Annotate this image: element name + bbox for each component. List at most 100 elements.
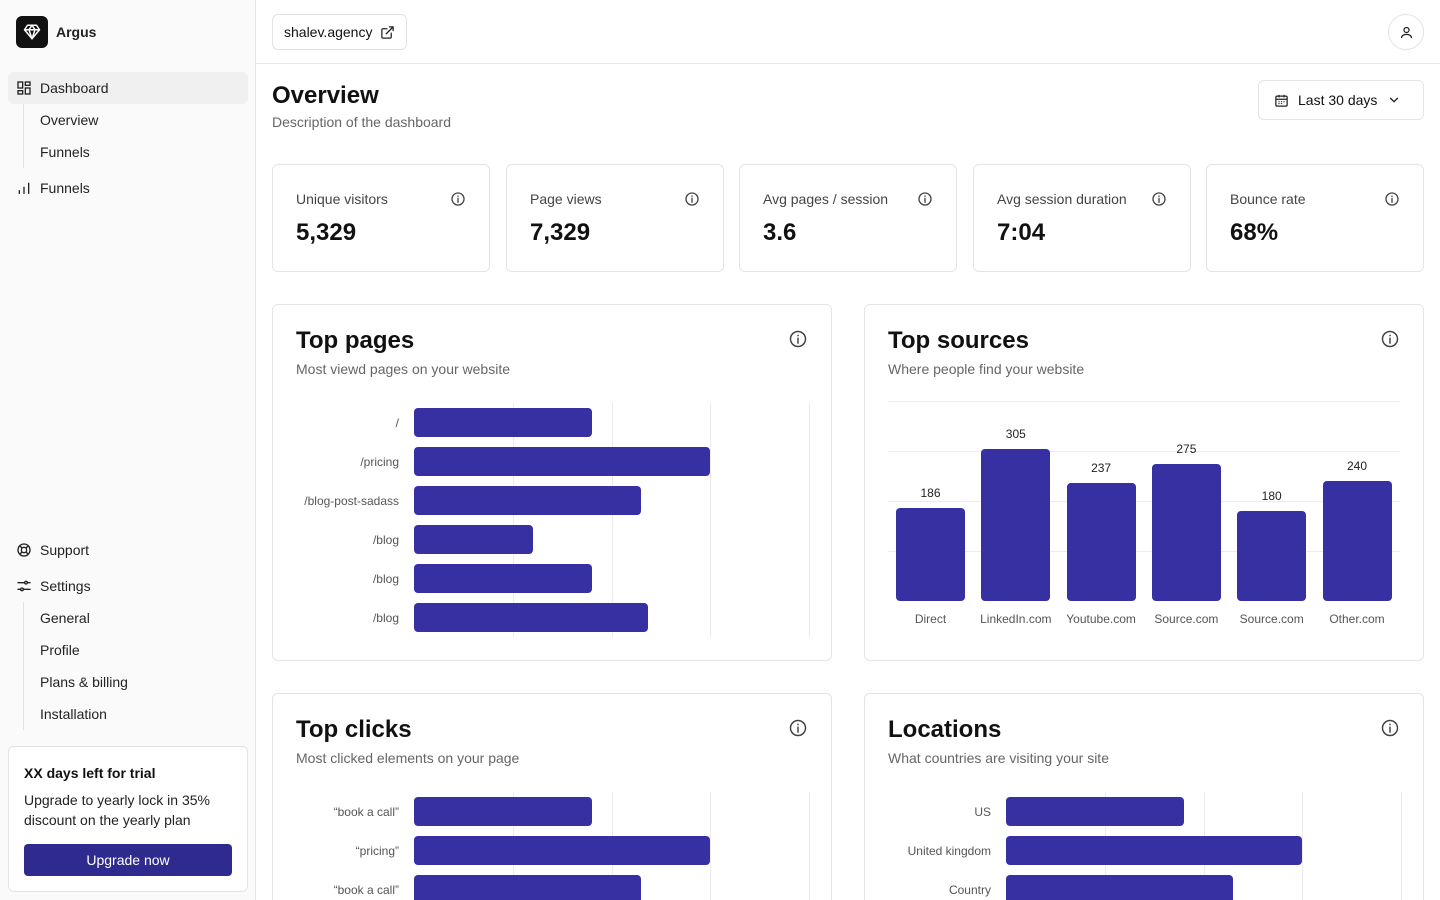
user-icon <box>1399 25 1414 40</box>
site-link-button[interactable]: shalev.agency <box>272 14 408 50</box>
bar[interactable] <box>1006 836 1303 865</box>
bar[interactable] <box>1322 481 1392 601</box>
bar[interactable] <box>1006 875 1234 900</box>
stat-value: 7:04 <box>997 219 1046 246</box>
bar[interactable] <box>414 875 642 900</box>
category-label: Source.com <box>1239 612 1304 626</box>
site-name: shalev.agency <box>284 24 373 40</box>
card-subtitle: Most viewd pages on your website <box>296 361 510 377</box>
info-icon[interactable] <box>1151 191 1167 207</box>
sidebar-subitem-overview[interactable]: Overview <box>40 112 99 128</box>
stat-card-unique-visitors: Unique visitors 5,329 <box>272 164 490 272</box>
life-buoy-icon <box>16 542 32 558</box>
bar[interactable] <box>896 508 965 601</box>
page-description: Description of the dashboard <box>272 114 451 130</box>
gridline <box>888 401 1400 402</box>
date-range-select[interactable]: Last 30 days <box>1258 80 1424 120</box>
stat-value: 7,329 <box>530 219 591 246</box>
info-icon[interactable] <box>1380 329 1400 349</box>
bar-label: /blog <box>372 572 399 586</box>
stat-card-avg-session-duration: Avg session duration 7:04 <box>973 164 1191 272</box>
bar[interactable] <box>414 836 711 865</box>
trial-card: XX days left for trial Upgrade to yearly… <box>8 746 248 892</box>
bar-plot-area <box>1006 792 1402 900</box>
bar[interactable] <box>1066 482 1136 601</box>
sidebar-item-settings[interactable]: Settings <box>8 570 248 602</box>
topbar: shalev.agency <box>256 0 1440 64</box>
bar-label: / <box>395 416 399 430</box>
info-icon[interactable] <box>450 191 466 207</box>
category-label: Source.com <box>1154 612 1219 626</box>
trial-title: XX days left for trial <box>24 765 156 781</box>
stat-value: 5,329 <box>296 219 357 246</box>
bar[interactable] <box>981 448 1051 601</box>
bar-label: /blog <box>372 611 399 625</box>
brand[interactable]: Argus <box>16 16 96 48</box>
bar-label: “book a call” <box>333 805 399 819</box>
bar-label: United kingdom <box>907 844 991 858</box>
bar[interactable] <box>414 797 592 826</box>
chevron-down-icon <box>1387 93 1401 107</box>
bar-label: /pricing <box>360 455 399 469</box>
info-icon[interactable] <box>917 191 933 207</box>
user-menu-button[interactable] <box>1388 14 1424 50</box>
settings-submenu: General Profile Plans & billing Installa… <box>23 602 128 730</box>
sidebar-item-label: Dashboard <box>40 80 109 96</box>
brand-name: Argus <box>56 24 97 40</box>
gridline <box>1401 792 1402 900</box>
card-subtitle: What countries are visiting your site <box>888 750 1109 766</box>
card-title: Top clicks <box>296 716 412 743</box>
sidebar-item-funnels[interactable]: Funnels <box>8 172 248 204</box>
sidebar-subitem-plans-billing[interactable]: Plans & billing <box>40 674 128 690</box>
info-icon[interactable] <box>1384 191 1400 207</box>
info-icon[interactable] <box>684 191 700 207</box>
bar-label: US <box>974 805 991 819</box>
bar-label: “pricing” <box>355 844 399 858</box>
bar[interactable] <box>414 564 592 593</box>
sidebar-item-dashboard[interactable]: Dashboard <box>8 72 248 104</box>
card-title: Top sources <box>888 327 1029 354</box>
locations-card: Locations What countries are visiting yo… <box>864 693 1424 900</box>
top-clicks-card: Top clicks Most clicked elements on your… <box>272 693 832 900</box>
stat-label: Avg session duration <box>997 191 1127 207</box>
sidebar-subitem-general[interactable]: General <box>40 610 90 626</box>
info-icon[interactable] <box>1380 718 1400 738</box>
bar[interactable] <box>414 603 649 632</box>
gridline <box>888 451 1400 452</box>
card-subtitle: Most clicked elements on your page <box>296 750 520 766</box>
bar[interactable] <box>1237 511 1307 601</box>
gridline <box>888 501 1400 502</box>
stat-label: Page views <box>530 191 602 207</box>
bar-plot-area <box>414 792 810 900</box>
bar[interactable] <box>414 408 592 437</box>
sidebar: Argus Dashboard Overview Funnels Funnels… <box>0 0 256 900</box>
bar-value-label: 240 <box>1346 459 1368 473</box>
trial-text: Upgrade to yearly lock in 35% discount o… <box>24 792 210 828</box>
upgrade-now-button[interactable]: Upgrade now <box>24 844 232 876</box>
bar[interactable] <box>414 447 711 476</box>
sidebar-subitem-installation[interactable]: Installation <box>40 706 107 722</box>
bar[interactable] <box>1006 797 1184 826</box>
stat-value: 3.6 <box>763 219 797 246</box>
external-link-icon <box>380 25 395 40</box>
bar-value-label: 305 <box>1005 426 1026 441</box>
sidebar-item-support[interactable]: Support <box>8 534 248 566</box>
sidebar-subitem-funnels[interactable]: Funnels <box>40 144 90 160</box>
sidebar-item-label: Settings <box>40 578 91 594</box>
bar[interactable] <box>414 525 533 554</box>
bar-value-label: 237 <box>1091 460 1112 475</box>
card-title: Top pages <box>296 327 415 354</box>
info-icon[interactable] <box>788 329 808 349</box>
dashboard-submenu: Overview Funnels <box>23 104 98 168</box>
gridline <box>809 403 810 637</box>
top-sources-chart: 186 Direct 305 LinkedIn.com 237 Youtube.com 27… <box>888 401 1400 637</box>
bar-chart-icon <box>16 180 32 196</box>
sidebar-subitem-profile[interactable]: Profile <box>40 642 80 658</box>
bar[interactable] <box>1151 463 1221 601</box>
bar-value-label: 180 <box>1261 489 1282 503</box>
gridline <box>809 792 810 900</box>
bar-label: “book a call” <box>333 883 399 897</box>
stat-card-page-views: Page views 7,329 <box>506 164 724 272</box>
info-icon[interactable] <box>788 718 808 738</box>
bar[interactable] <box>414 486 642 515</box>
